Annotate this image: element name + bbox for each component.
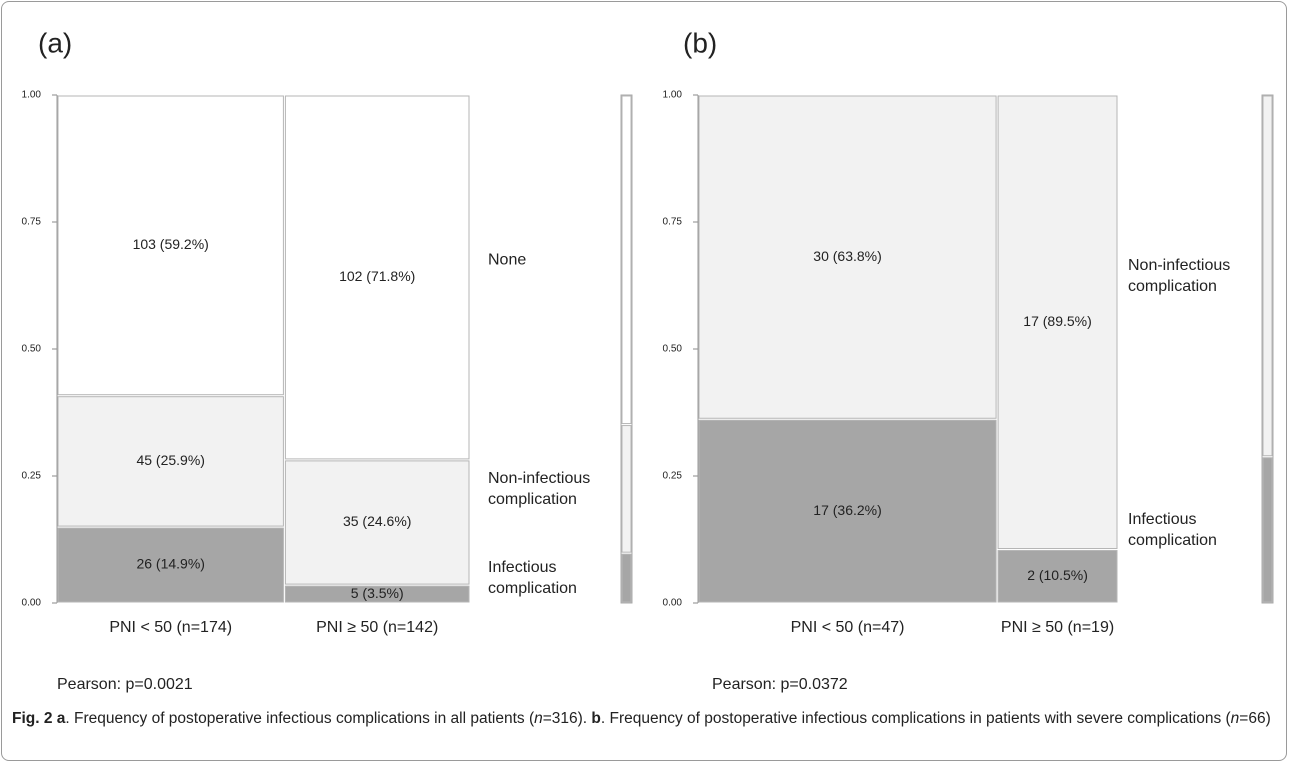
caption-text: . Frequency of postoperative infectious … [600,710,1231,727]
y-tick-label: 1.00 [22,90,42,101]
mosaic-cell [57,95,284,396]
value-label: 30 (63.8%) [813,248,881,264]
caption-text: =316). [542,710,592,727]
x-tick-label: PNI ≥ 50 (n=142) [316,619,438,636]
mosaic-cell [698,95,997,419]
marginal-bar [621,553,632,603]
mosaic-cell [57,396,284,527]
value-label: 5 (3.5%) [351,585,404,601]
legend-label: Infectious complication [488,559,577,598]
value-label: 26 (14.9%) [136,556,204,572]
y-tick-label: 0.25 [663,471,683,482]
mosaic-cell [57,527,284,603]
panel-label: (a) [38,27,72,58]
legend-label: None [488,251,527,269]
annotation: Pearson: p=0.0021 [57,676,193,693]
caption-text: =66) [1239,710,1271,727]
value-label: 45 (25.9%) [136,452,204,468]
marginal-bar [621,425,632,553]
value-label: 17 (36.2%) [813,502,881,518]
marginal-bar [1262,95,1273,457]
x-tick-label: PNI < 50 (n=47) [791,619,905,636]
panel-label: (b) [683,27,717,58]
marginal-frame [1261,94,1274,604]
caption: Fig. 2 a. Frequency of postoperative inf… [12,708,1272,730]
x-tick-label: PNI ≥ 50 (n=19) [1001,619,1114,636]
value-label: 102 (71.8%) [339,268,415,284]
mosaic-cell [698,419,997,603]
y-tick-label: 0.75 [663,217,683,228]
caption-text: Fig. 2 [12,710,57,727]
legend-label: Infectious complication [1128,510,1217,549]
y-tick-label: 0.00 [663,598,683,609]
caption-text: b [591,710,601,727]
y-tick-label: 0.00 [22,598,42,609]
y-tick-label: 0.25 [22,471,42,482]
x-tick-label: PNI < 50 (n=174) [109,619,232,636]
marginal-bar [1262,457,1273,603]
mosaic-cell [997,550,1118,603]
y-tick-label: 0.50 [663,344,683,355]
mosaic-cell [997,95,1118,550]
annotation: Pearson: p=0.0372 [712,676,848,693]
mosaic-cell [284,585,470,603]
value-label: 2 (10.5%) [1027,567,1088,583]
mosaic-cell [284,460,470,585]
caption-text: n [534,710,543,727]
y-tick-label: 0.50 [22,344,42,355]
marginal-frame [620,94,633,604]
value-label: 103 (59.2%) [133,236,209,252]
legend-label: Non-infectious complication [488,469,591,508]
legend-label: Non-infectious complication [1128,256,1231,295]
value-label: 35 (24.6%) [343,513,411,529]
mosaic-cell [284,95,470,460]
caption-text: n [1230,710,1240,727]
y-tick-label: 0.75 [22,217,42,228]
value-label: 17 (89.5%) [1023,313,1091,329]
marginal-bar [621,95,632,425]
caption-text: . Frequency of postoperative infectious … [65,710,535,727]
caption-text: a [56,710,66,727]
y-tick-label: 1.00 [663,90,683,101]
